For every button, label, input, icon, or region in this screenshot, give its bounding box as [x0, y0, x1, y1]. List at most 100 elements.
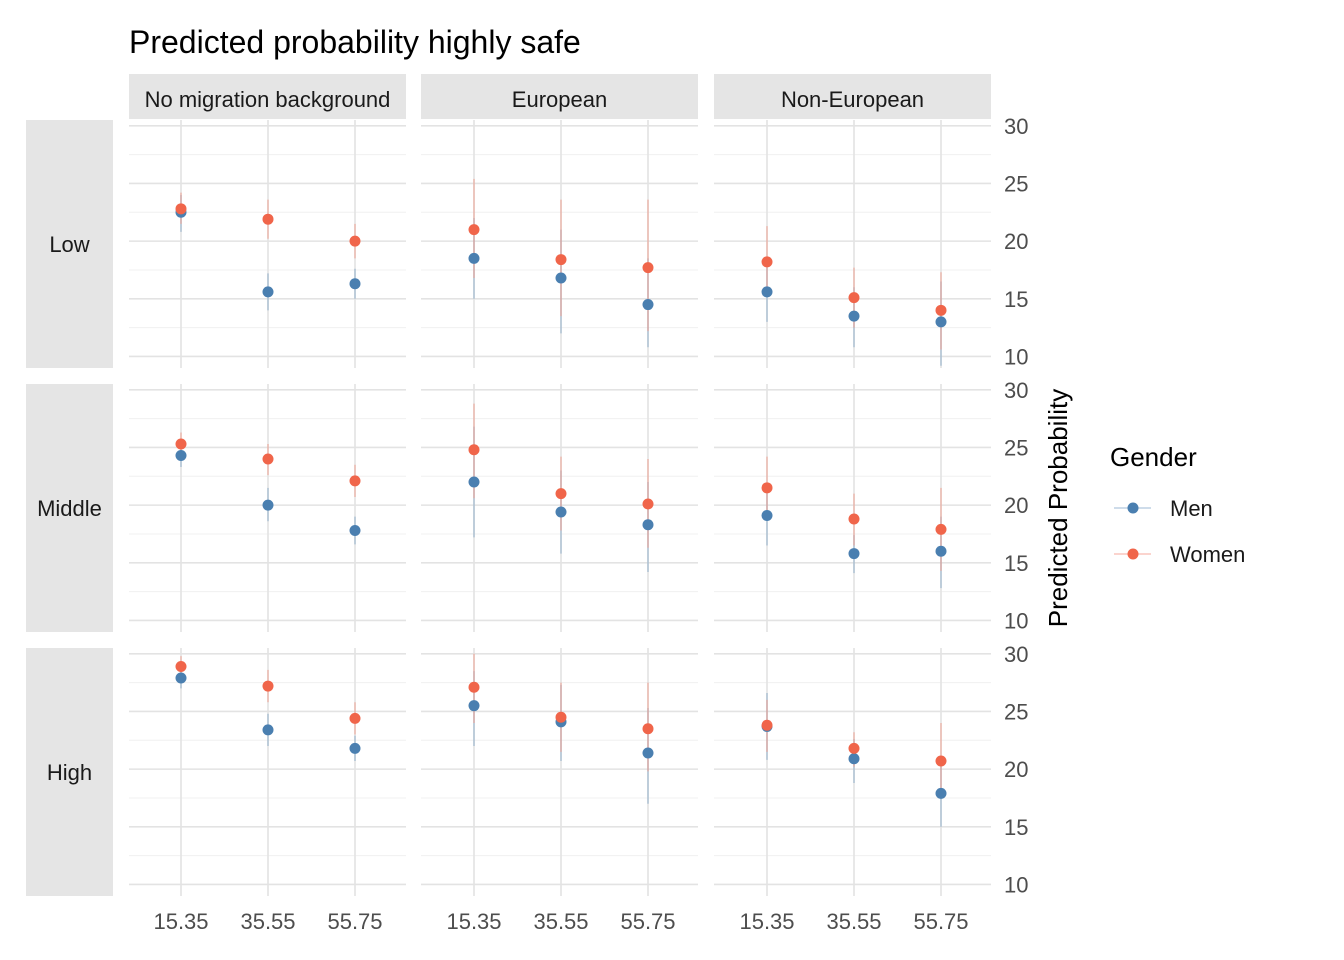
panel [129, 384, 406, 632]
data-point [935, 755, 947, 767]
data-point [262, 213, 274, 225]
data-point [935, 523, 947, 535]
data-point [175, 660, 187, 672]
data-point [262, 499, 274, 511]
data-point [349, 712, 361, 724]
data-point [468, 681, 480, 693]
strip-background [129, 74, 406, 119]
data-point [642, 747, 654, 759]
data-point [262, 286, 274, 298]
x-tick-label: 55.75 [620, 909, 675, 934]
data-point [555, 506, 567, 518]
data-point [642, 498, 654, 510]
legend-title: Gender [1110, 442, 1197, 472]
data-point [642, 299, 654, 311]
facet-strip-row: High [26, 648, 113, 896]
panel [421, 120, 698, 368]
strip-background [26, 120, 113, 368]
legend-label: Men [1170, 496, 1213, 521]
data-point [848, 310, 860, 322]
data-point [761, 256, 773, 268]
y-tick-label: 20 [1004, 757, 1028, 782]
facet-column-label: Non-European [781, 87, 924, 112]
legend-label: Women [1170, 542, 1245, 567]
data-point [175, 672, 187, 684]
strip-background [714, 74, 991, 119]
data-point [349, 742, 361, 754]
panel [421, 648, 698, 896]
y-tick-label: 25 [1004, 171, 1028, 196]
data-point [468, 700, 480, 712]
facet-row-label: Middle [37, 496, 102, 521]
facet-strip-row: Low [26, 120, 113, 368]
facet-strips: No migration background European Non-Europ… [26, 74, 991, 896]
y-tick-label: 10 [1004, 608, 1028, 633]
x-tick-label: 15.35 [153, 909, 208, 934]
facet-row-label: Low [49, 232, 89, 257]
x-tick-label: 35.55 [533, 909, 588, 934]
data-point [349, 475, 361, 487]
data-point [468, 476, 480, 488]
data-point [761, 509, 773, 521]
data-point [848, 513, 860, 525]
data-point [349, 278, 361, 290]
y-tick-label: 25 [1004, 435, 1028, 460]
y-tick-label: 15 [1004, 287, 1028, 312]
x-tick-label: 35.55 [826, 909, 881, 934]
y-tick-label: 15 [1004, 815, 1028, 840]
data-point [935, 316, 947, 328]
data-point [262, 724, 274, 736]
data-point [468, 224, 480, 236]
legend-entry: Women [1114, 542, 1245, 567]
data-point [761, 719, 773, 731]
y-axis-label: Predicted Probability [1043, 389, 1073, 627]
data-point [935, 787, 947, 799]
data-point [555, 711, 567, 723]
x-tick-label: 15.35 [446, 909, 501, 934]
facet-column-label: No migration background [145, 87, 391, 112]
data-point [555, 488, 567, 500]
data-point [848, 548, 860, 560]
data-point [935, 545, 947, 557]
panel [714, 648, 991, 896]
y-tick-label: 10 [1004, 872, 1028, 897]
data-point [175, 450, 187, 462]
chart-title: Predicted probability highly safe [129, 24, 581, 60]
data-point [848, 742, 860, 754]
panel [714, 384, 991, 632]
x-tick-label: 55.75 [327, 909, 382, 934]
data-point [175, 203, 187, 215]
strip-background [26, 384, 113, 632]
y-tick-label: 30 [1004, 642, 1028, 667]
y-tick-label: 20 [1004, 493, 1028, 518]
y-tick-label: 25 [1004, 699, 1028, 724]
data-point [642, 723, 654, 735]
data-point [642, 262, 654, 274]
legend-key-point [1127, 548, 1139, 560]
data-point [555, 254, 567, 266]
panel [129, 648, 406, 896]
y-tick-label: 20 [1004, 229, 1028, 254]
y-axis: 10 15 20 25 30 10 15 20 25 30 10 15 20 25 30 [1004, 114, 1028, 898]
panel [129, 120, 406, 368]
data-point [935, 304, 947, 316]
data-point [175, 438, 187, 450]
data-point [555, 272, 567, 284]
strip-background [421, 74, 698, 119]
data-point [642, 519, 654, 531]
legend: Gender Men Women [1110, 442, 1245, 567]
facet-row-label: High [47, 760, 92, 785]
y-tick-label: 30 [1004, 378, 1028, 403]
facet-strip-column: No migration background [129, 74, 406, 119]
data-point [848, 292, 860, 304]
y-tick-label: 10 [1004, 344, 1028, 369]
y-tick-label: 15 [1004, 551, 1028, 576]
data-point [848, 753, 860, 765]
data-point [262, 680, 274, 692]
data-point [349, 235, 361, 247]
facet-strip-column: Non-European [714, 74, 991, 119]
panel [714, 120, 991, 368]
facet-column-label: European [512, 87, 607, 112]
panels [129, 120, 991, 896]
panel [421, 384, 698, 632]
